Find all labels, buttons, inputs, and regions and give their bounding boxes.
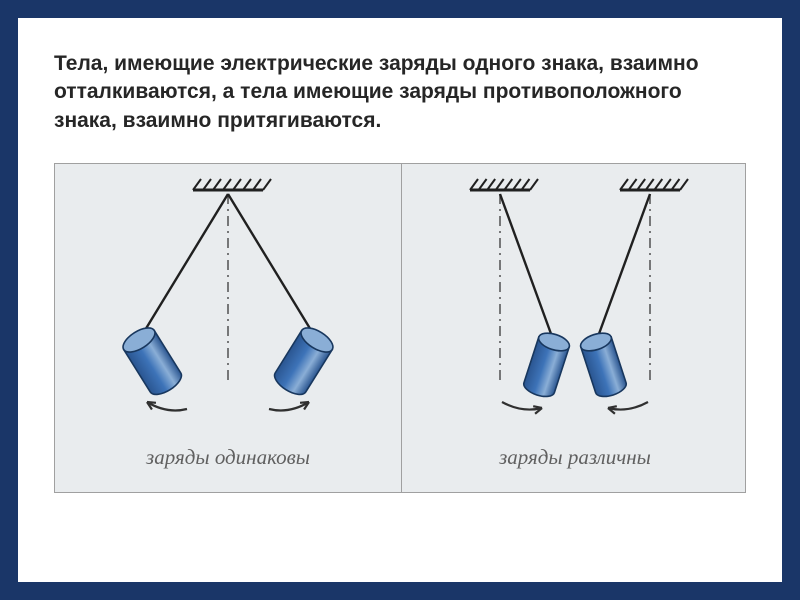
caption-diff: заряды различны	[402, 445, 748, 470]
panel-same-charges: заряды одинаковы	[55, 164, 402, 492]
caption-same: заряды одинаковы	[55, 445, 401, 470]
description-text: Тела, имеющие электрические заряды одног…	[54, 50, 746, 135]
panel-diff-charges: заряды различны	[402, 164, 748, 492]
figure-container: заряды одинаковы заряды различны	[54, 163, 746, 493]
